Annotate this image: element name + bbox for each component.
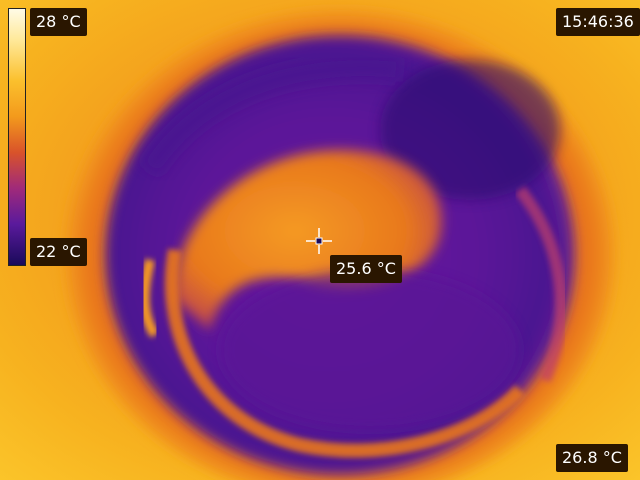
crosshair-icon xyxy=(306,228,332,254)
temperature-scale-bar xyxy=(8,8,26,266)
corner-temperature-label: 26.8 °C xyxy=(556,444,628,472)
scale-min-label: 22 °C xyxy=(30,238,87,266)
timestamp-label: 15:46:36 xyxy=(556,8,640,36)
center-temperature-label: 25.6 °C xyxy=(330,255,402,283)
scale-max-label: 28 °C xyxy=(30,8,87,36)
